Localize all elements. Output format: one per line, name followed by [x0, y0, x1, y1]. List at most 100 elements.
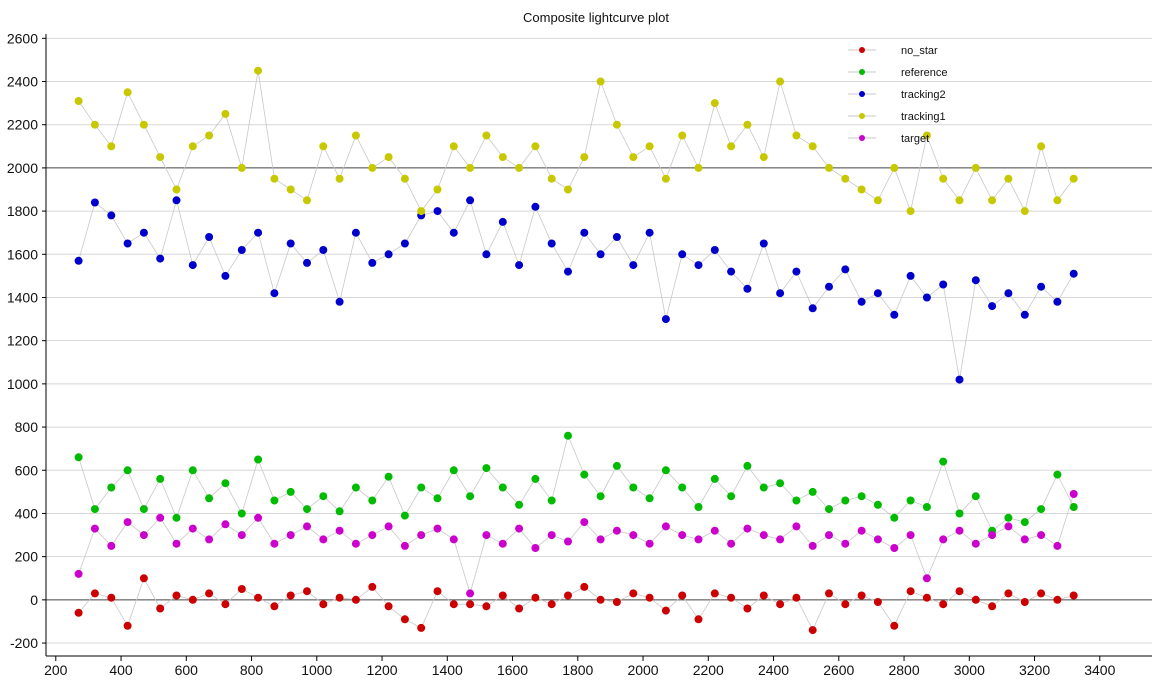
data-point-no_star	[808, 626, 817, 635]
y-tick-label: 1000	[7, 376, 38, 392]
data-point-no_star	[368, 582, 377, 591]
y-tick-label: 1800	[7, 203, 38, 219]
data-point-no_star	[90, 589, 99, 598]
data-point-target	[825, 531, 833, 540]
data-point-tracking2	[433, 207, 442, 216]
data-point-no_star	[939, 600, 948, 609]
data-point-tracking1	[351, 131, 360, 140]
data-point-target	[335, 526, 344, 535]
data-point-reference	[922, 503, 931, 511]
data-point-target	[139, 531, 148, 540]
data-point-tracking2	[205, 233, 214, 241]
data-point-tracking1	[580, 153, 589, 162]
data-point-no_star	[286, 591, 295, 600]
y-tick-label: 1400	[7, 289, 38, 305]
data-point-tracking2	[319, 246, 328, 254]
data-point-no_star	[776, 600, 785, 609]
data-point-tracking2	[710, 246, 719, 254]
data-point-no_star	[710, 589, 719, 598]
series-no_star	[74, 574, 1078, 635]
data-point-tracking1	[612, 120, 621, 129]
data-point-tracking2	[1020, 310, 1029, 319]
data-point-reference	[1069, 503, 1078, 511]
data-point-tracking2	[466, 196, 475, 205]
data-point-reference	[873, 500, 882, 509]
data-point-reference	[351, 483, 360, 492]
data-point-target	[710, 526, 719, 535]
data-point-tracking2	[808, 304, 817, 313]
data-point-reference	[368, 496, 377, 505]
data-point-no_star	[254, 593, 263, 602]
data-point-tracking1	[139, 120, 148, 129]
data-point-reference	[188, 466, 197, 475]
data-point-tracking1	[482, 131, 491, 140]
data-point-reference	[515, 500, 524, 509]
data-point-no_star	[890, 621, 899, 630]
data-point-target	[971, 539, 980, 548]
data-point-reference	[645, 494, 654, 503]
data-point-tracking1	[74, 97, 83, 105]
x-tick-label: 2000	[627, 662, 658, 678]
data-point-target	[841, 539, 850, 548]
data-point-tracking2	[906, 271, 915, 280]
legend-label-reference: reference	[901, 67, 947, 79]
data-point-reference	[612, 461, 621, 470]
data-point-no_star	[400, 615, 409, 624]
series-line-tracking1	[78, 70, 1075, 213]
data-point-reference	[74, 453, 83, 462]
data-point-target	[955, 526, 964, 535]
data-point-no_star	[417, 623, 426, 632]
data-point-no_star	[221, 600, 230, 609]
data-point-reference	[661, 466, 670, 475]
data-point-reference	[221, 479, 230, 488]
data-point-tracking1	[661, 174, 670, 183]
data-point-target	[612, 526, 621, 535]
data-point-no_star	[270, 602, 279, 611]
x-tick-label: 3400	[1084, 662, 1115, 678]
data-point-reference	[531, 474, 540, 483]
data-point-tracking2	[955, 375, 964, 384]
data-point-no_star	[1020, 598, 1029, 606]
data-point-no_star	[466, 600, 475, 609]
data-point-target	[433, 524, 442, 533]
data-point-reference	[727, 492, 736, 501]
data-point-no_star	[139, 574, 148, 583]
data-point-reference	[139, 505, 148, 514]
data-point-reference	[303, 505, 311, 514]
data-point-reference	[776, 479, 785, 488]
data-point-target	[368, 531, 377, 540]
data-point-tracking2	[694, 261, 703, 270]
data-point-reference	[564, 431, 572, 440]
x-tick-label: 3200	[1019, 662, 1050, 678]
x-tick-label: 2600	[823, 662, 854, 678]
y-tick-label: -200	[10, 635, 38, 651]
data-point-no_star	[303, 587, 311, 596]
data-point-reference	[270, 496, 279, 505]
data-point-target	[466, 589, 475, 598]
data-point-reference	[678, 483, 687, 492]
data-point-reference	[400, 511, 409, 520]
data-point-tracking2	[857, 297, 866, 306]
data-point-no_star	[205, 589, 214, 598]
data-point-target	[1037, 531, 1046, 540]
data-point-tracking1	[857, 185, 866, 194]
data-point-reference	[449, 466, 458, 475]
data-point-target	[303, 522, 311, 531]
data-point-no_star	[841, 600, 850, 609]
data-point-no_star	[156, 604, 165, 613]
data-point-target	[776, 535, 785, 544]
data-point-tracking2	[221, 271, 230, 280]
data-point-target	[237, 531, 246, 540]
legend-marker-tracking1	[859, 113, 865, 119]
data-point-target	[254, 513, 263, 522]
chart-title: Composite lightcurve plot	[523, 10, 669, 25]
data-point-tracking1	[433, 185, 442, 194]
data-point-target	[515, 524, 524, 533]
data-point-no_star	[792, 593, 801, 602]
data-point-tracking1	[678, 131, 687, 140]
data-point-reference	[107, 483, 116, 492]
x-tick-label: 2800	[888, 662, 919, 678]
data-point-no_star	[74, 608, 83, 617]
data-point-tracking1	[400, 174, 409, 183]
data-point-tracking2	[743, 284, 752, 293]
